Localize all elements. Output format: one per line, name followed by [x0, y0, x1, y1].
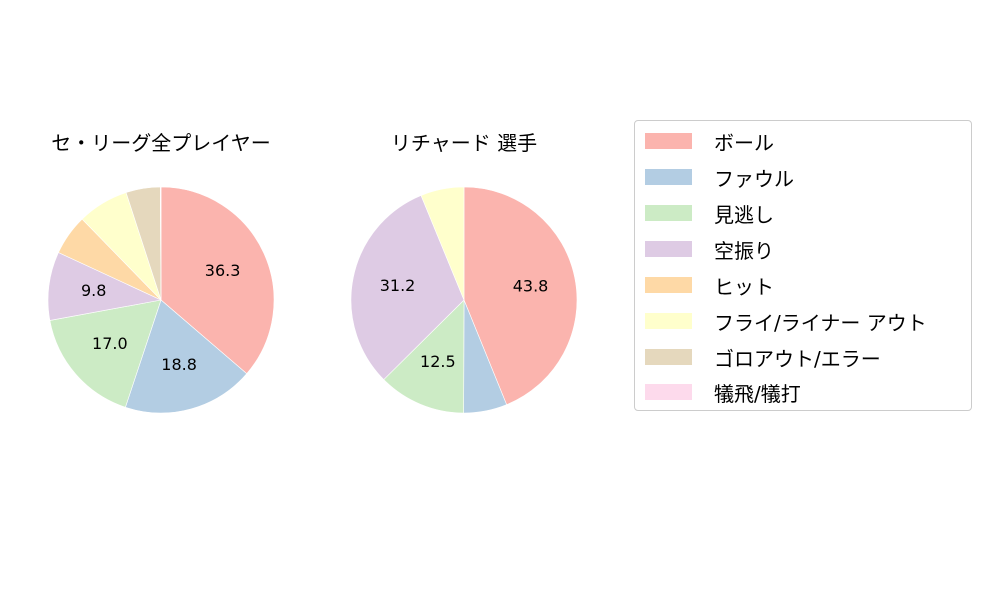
league-pie-chart: 36.3 18.8 17.0 9.8	[47, 186, 275, 414]
legend-swatch	[645, 241, 692, 257]
legend-item-called-strike: 見逃し	[635, 201, 774, 227]
legend-label: ボール	[714, 130, 774, 155]
legend-label: 空振り	[714, 238, 774, 263]
legend-swatch	[645, 169, 692, 185]
pie-slice	[420, 186, 465, 301]
legend-item-foul: ファウル	[635, 165, 794, 191]
pie-slice	[160, 186, 275, 375]
legend-item-swinging-strike: 空振り	[635, 237, 774, 263]
legend-swatch	[645, 133, 692, 149]
legend-swatch	[645, 277, 692, 293]
legend-swatch	[645, 384, 692, 400]
pie-slice	[125, 299, 248, 414]
legend-label: ゴロアウト/エラー	[714, 346, 881, 371]
pie-slice	[49, 299, 162, 408]
slice-percent-label: 31.2	[380, 276, 416, 295]
pie-slice	[159, 186, 162, 301]
player-pie-chart: 43.8 12.5 31.2	[350, 186, 578, 414]
legend-swatch	[645, 313, 692, 329]
legend-label: 見逃し	[714, 202, 774, 227]
legend-swatch	[645, 349, 692, 365]
legend: ボール ファウル 見逃し 空振り ヒット フライ/ライナー アウト ゴロアウト/…	[634, 120, 972, 411]
legend-label: 犠飛/犠打	[714, 381, 801, 406]
slice-percent-label: 17.0	[92, 334, 128, 353]
right-chart-title: リチャード 選手	[390, 131, 538, 155]
legend-swatch	[645, 205, 692, 221]
legend-item-groundout-error: ゴロアウト/エラー	[635, 345, 881, 371]
legend-item-fly-liner-out: フライ/ライナー アウト	[635, 309, 927, 335]
legend-label: フライ/ライナー アウト	[714, 310, 927, 335]
slice-percent-label: 36.3	[205, 261, 241, 280]
legend-item-ball: ボール	[635, 129, 774, 155]
left-chart-title: セ・リーグ全プレイヤー	[51, 131, 271, 155]
legend-label: ファウル	[714, 166, 794, 191]
slice-percent-label: 43.8	[513, 276, 549, 295]
pie-slice	[463, 186, 578, 406]
slice-percent-label: 18.8	[161, 355, 197, 374]
legend-label: ヒット	[714, 274, 774, 299]
pie-slice	[350, 195, 465, 381]
slice-percent-label: 12.5	[420, 352, 456, 371]
legend-item-hit: ヒット	[635, 273, 774, 299]
pie-slice	[383, 299, 465, 414]
legend-item-sacrifice: 犠飛/犠打	[635, 380, 801, 406]
slice-percent-label: 9.8	[81, 281, 106, 300]
